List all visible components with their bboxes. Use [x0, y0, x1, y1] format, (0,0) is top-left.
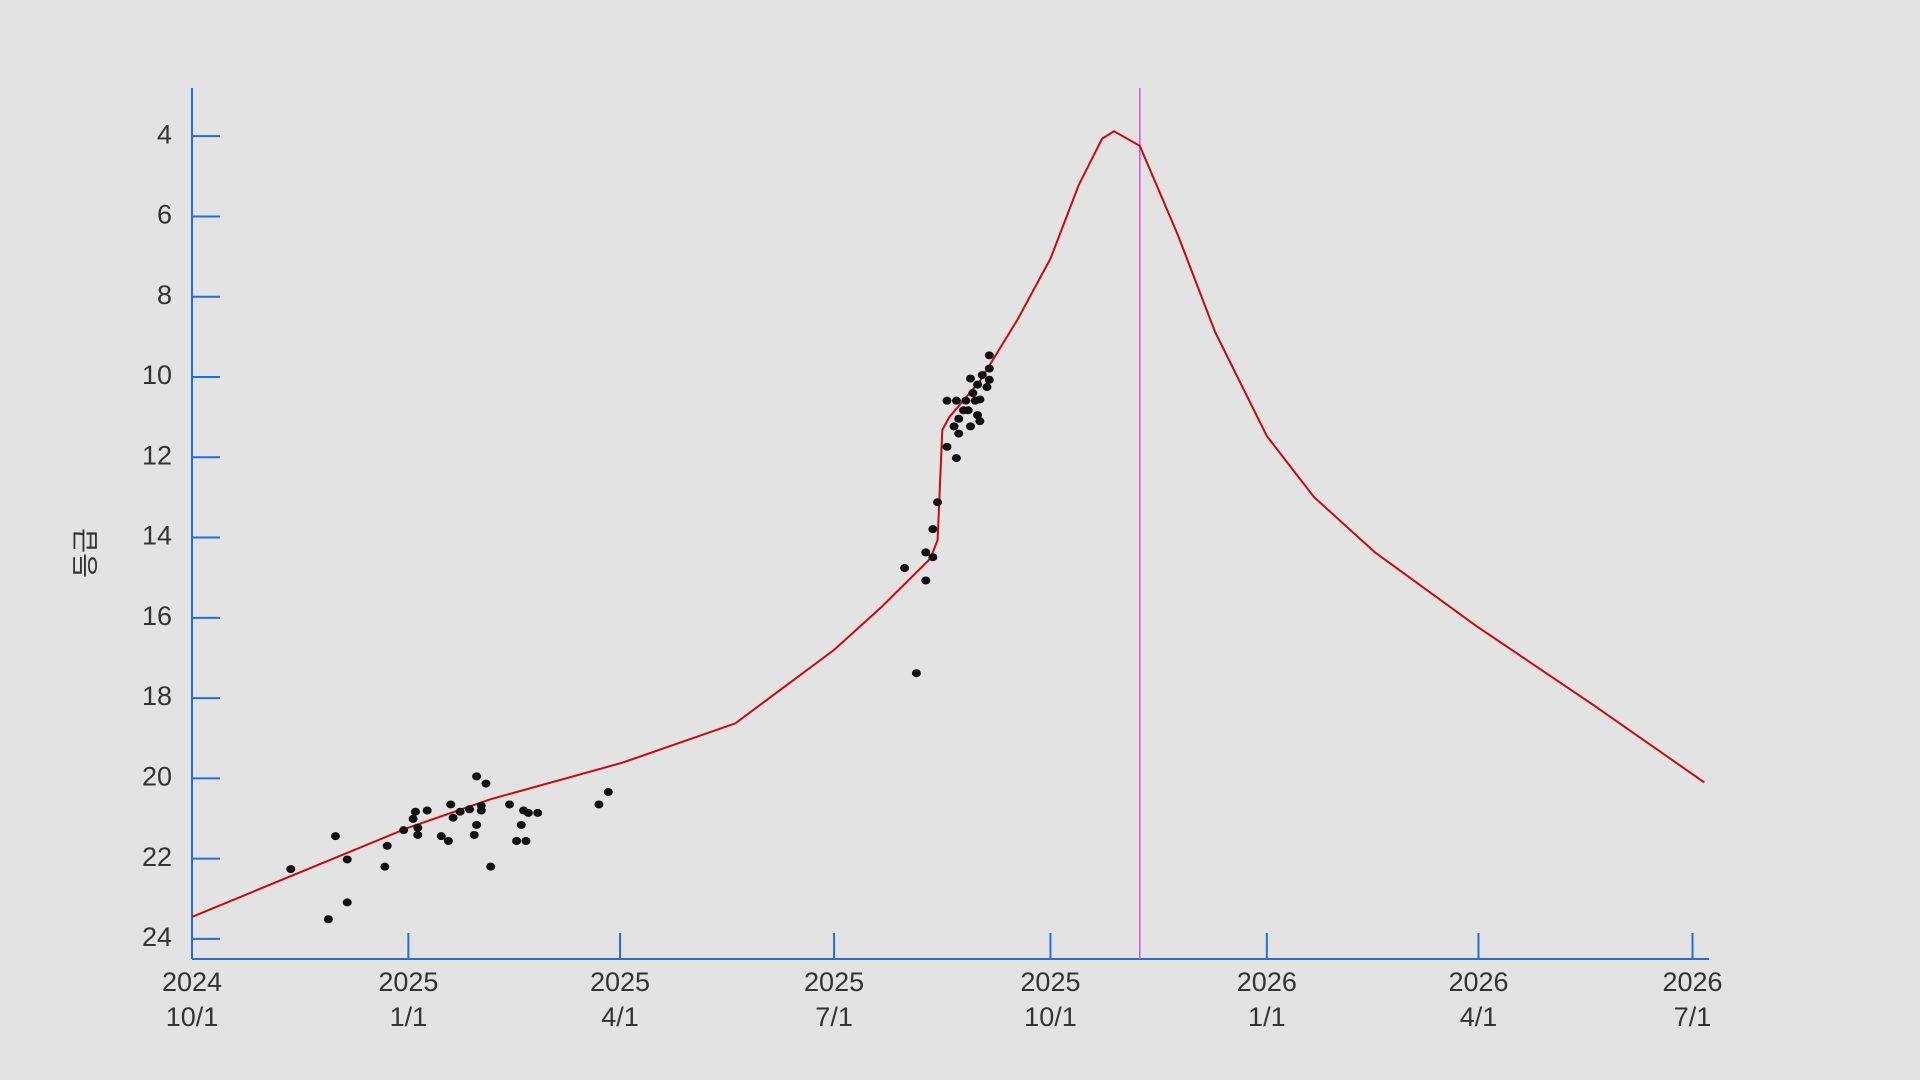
observation-point — [900, 564, 910, 573]
observation-point — [975, 417, 985, 426]
observation-point — [436, 832, 446, 841]
observation-point — [942, 442, 952, 451]
observation-point — [949, 422, 959, 431]
x-tick-label: 4/1 — [601, 1002, 639, 1032]
observation-point — [973, 380, 983, 389]
observation-point — [455, 807, 465, 816]
observation-point — [413, 823, 423, 832]
x-tick-label: 2025 — [1020, 967, 1080, 997]
y-tick-label: 10 — [142, 360, 172, 390]
observation-point — [380, 862, 390, 871]
y-tick-label: 22 — [142, 842, 172, 872]
observation-point — [954, 429, 964, 438]
observation-point — [594, 800, 604, 809]
observation-point — [505, 800, 515, 809]
x-tick-label: 10/1 — [166, 1002, 219, 1032]
observation-point — [469, 830, 479, 839]
observation-point — [533, 808, 543, 817]
observation-point — [928, 553, 938, 562]
observation-point — [933, 498, 943, 507]
x-tick-label: 10/1 — [1024, 1002, 1077, 1032]
y-axis-label: 등급 — [71, 528, 101, 578]
observation-point — [984, 364, 994, 373]
x-tick-label: 1/1 — [1248, 1002, 1286, 1032]
observation-point — [408, 814, 418, 823]
x-tick-label: 2025 — [804, 967, 864, 997]
y-tick-label: 24 — [142, 922, 172, 952]
y-tick-label: 12 — [142, 440, 172, 470]
x-tick-label: 4/1 — [1460, 1002, 1498, 1032]
observation-point — [911, 669, 921, 678]
observation-point — [481, 779, 491, 788]
observation-point — [472, 820, 482, 829]
observation-point — [382, 841, 392, 850]
observation-point — [975, 395, 985, 404]
observation-point — [472, 772, 482, 781]
observation-point — [512, 836, 522, 845]
observation-point — [968, 389, 978, 398]
observation-point — [422, 806, 432, 815]
observation-point — [448, 813, 458, 822]
prediction-curve — [191, 130, 1705, 918]
x-tick-label: 2026 — [1662, 967, 1722, 997]
observation-point — [342, 855, 352, 864]
y-tick-label: 20 — [142, 762, 172, 792]
observation-point — [982, 383, 992, 392]
observation-point — [951, 454, 961, 463]
x-tick-label: 7/1 — [815, 1002, 853, 1032]
y-tick-label: 4 — [157, 119, 172, 149]
observation-point — [921, 548, 931, 557]
observation-point — [954, 414, 964, 423]
x-tick-label: 2024 — [162, 967, 222, 997]
observation-point — [410, 807, 420, 816]
y-tick-label: 16 — [142, 601, 172, 631]
observation-point — [928, 525, 938, 534]
observation-point — [443, 836, 453, 845]
x-tick-label: 2026 — [1448, 967, 1508, 997]
observation-point — [486, 862, 496, 871]
y-tick-label: 14 — [142, 521, 172, 551]
observation-point — [446, 800, 456, 809]
y-tick-label: 6 — [157, 200, 172, 230]
observation-point — [951, 396, 961, 405]
observation-point — [330, 832, 340, 841]
observation-point — [973, 411, 983, 420]
observation-point — [977, 370, 987, 379]
x-tick-label: 2026 — [1237, 967, 1297, 997]
x-tick-label: 2025 — [590, 967, 650, 997]
observation-point — [399, 826, 409, 835]
observation-point — [921, 576, 931, 585]
x-tick-label: 2025 — [378, 967, 438, 997]
observation-point — [961, 396, 971, 405]
observation-point — [965, 374, 975, 383]
y-tick-label: 8 — [157, 280, 172, 310]
observation-point — [942, 396, 952, 405]
observation-point — [516, 820, 526, 829]
observation-point — [984, 351, 994, 360]
observation-point — [465, 805, 475, 814]
observation-point — [413, 830, 423, 839]
observation-point — [603, 788, 613, 797]
x-tick-label: 1/1 — [390, 1002, 428, 1032]
observation-point — [523, 808, 533, 817]
observation-point — [984, 375, 994, 384]
x-tick-label: 7/1 — [1674, 1002, 1712, 1032]
observation-point — [965, 422, 975, 431]
observation-point — [286, 865, 296, 874]
observation-point — [323, 915, 333, 924]
observation-point — [521, 836, 531, 845]
observation-point — [963, 406, 973, 415]
y-tick-label: 18 — [142, 681, 172, 711]
observation-point — [476, 806, 486, 815]
observation-point — [342, 898, 352, 907]
